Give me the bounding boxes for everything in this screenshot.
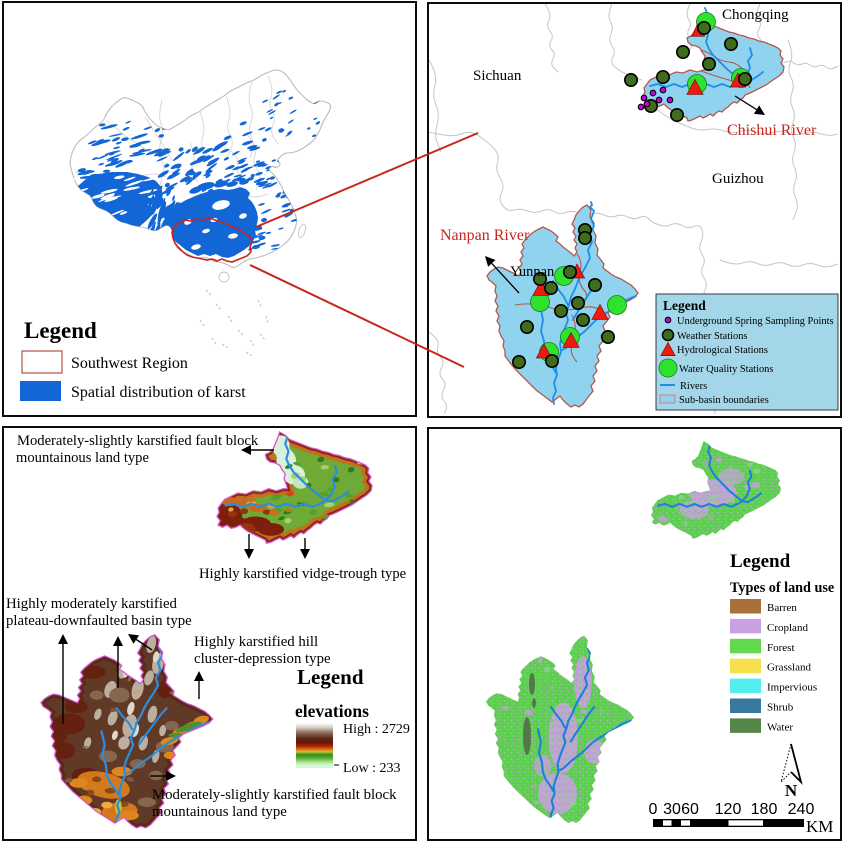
svg-text:240: 240 — [788, 801, 815, 818]
svg-text:Weather Stations: Weather Stations — [677, 331, 747, 342]
svg-text:Southwest Region: Southwest Region — [71, 355, 188, 372]
svg-text:mountainous land type: mountainous land type — [152, 804, 287, 820]
svg-text:Chongqing: Chongqing — [722, 7, 789, 23]
svg-text:60: 60 — [681, 801, 699, 818]
svg-text:Guizhou: Guizhou — [712, 171, 764, 187]
svg-text:Sichuan: Sichuan — [473, 68, 522, 84]
svg-text:Legend: Legend — [297, 665, 364, 689]
svg-text:Legend: Legend — [730, 551, 791, 572]
svg-text:Types of land use: Types of land use — [730, 580, 834, 596]
svg-text:mountainous land type: mountainous land type — [16, 450, 149, 466]
svg-text:Cropland: Cropland — [767, 622, 808, 634]
svg-text:120: 120 — [715, 801, 742, 818]
svg-text:Moderately-slightly karstified: Moderately-slightly karstified fault blo… — [152, 787, 397, 803]
svg-text:Forest: Forest — [767, 642, 795, 654]
svg-text:elevations: elevations — [295, 701, 369, 721]
svg-text:0: 0 — [649, 801, 658, 818]
svg-text:Water Quality Stations: Water Quality Stations — [679, 364, 773, 375]
svg-text:Legend: Legend — [24, 318, 97, 343]
svg-text:Impervious: Impervious — [767, 682, 817, 694]
svg-text:KM: KM — [806, 817, 833, 836]
svg-text:Highly moderately karstified: Highly moderately karstified — [6, 596, 178, 612]
svg-text:Nanpan River: Nanpan River — [440, 227, 530, 244]
svg-text:Rivers: Rivers — [680, 381, 707, 392]
svg-text:Shrub: Shrub — [767, 702, 794, 714]
svg-text:Spatial distribution of karst: Spatial distribution of karst — [71, 384, 246, 401]
svg-text:Grassland: Grassland — [767, 662, 811, 674]
svg-text:N: N — [785, 781, 798, 800]
svg-text:180: 180 — [751, 801, 778, 818]
svg-text:Water: Water — [767, 721, 793, 733]
svg-text:Hydrological Stations: Hydrological Stations — [677, 345, 768, 356]
svg-text:Highly karstified vidge-trough: Highly karstified vidge-trough type — [199, 566, 406, 582]
svg-text:cluster-depression type: cluster-depression type — [194, 651, 331, 667]
svg-text:Highly karstified hill: Highly karstified hill — [194, 634, 318, 650]
svg-text:Underground Spring Sampling Po: Underground Spring Sampling Points — [677, 316, 834, 327]
svg-text:High : 2729: High : 2729 — [343, 722, 410, 737]
svg-text:plateau-downfaulted basin type: plateau-downfaulted basin type — [6, 613, 192, 629]
svg-text:Barren: Barren — [767, 602, 797, 614]
svg-text:Low : 233: Low : 233 — [343, 761, 401, 776]
svg-text:Legend: Legend — [663, 298, 706, 313]
svg-text:Yunnan: Yunnan — [510, 264, 555, 280]
svg-text:30: 30 — [663, 801, 681, 818]
svg-text:Sub-basin boundaries: Sub-basin boundaries — [679, 395, 769, 406]
svg-text:Chishui River: Chishui River — [727, 122, 817, 139]
svg-text:Moderately-slightly karstified: Moderately-slightly karstified fault blo… — [17, 433, 259, 449]
